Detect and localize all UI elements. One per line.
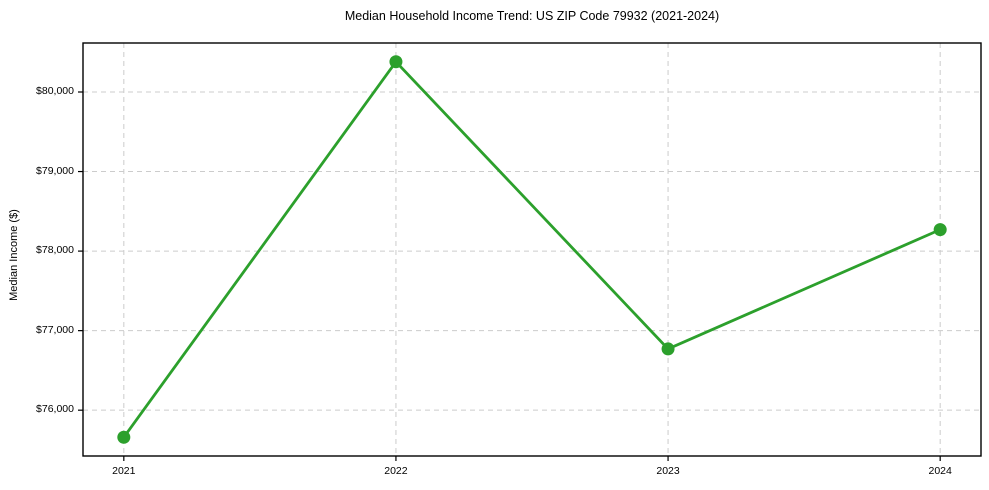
x-tick-label: 2024 [928, 465, 952, 477]
y-tick-label: $78,000 [36, 244, 74, 257]
plot-spine [82, 42, 982, 457]
data-point-2024 [933, 223, 947, 237]
x-tick-label: 2023 [656, 465, 680, 477]
chart-title: Median Household Income Trend: US ZIP Co… [344, 9, 720, 23]
trend-line [122, 59, 941, 439]
x-tick-label: 2022 [384, 465, 408, 477]
y-tick-label: $79,000 [36, 164, 74, 177]
data-point-2022 [389, 55, 403, 69]
data-point-2023 [661, 342, 675, 356]
x-tick-label: 2021 [112, 465, 136, 477]
data-point-2021 [117, 430, 131, 444]
y-tick-label: $80,000 [36, 85, 74, 97]
y-tick-label: $76,000 [36, 403, 74, 416]
y-tick-label: $77,000 [36, 323, 74, 336]
